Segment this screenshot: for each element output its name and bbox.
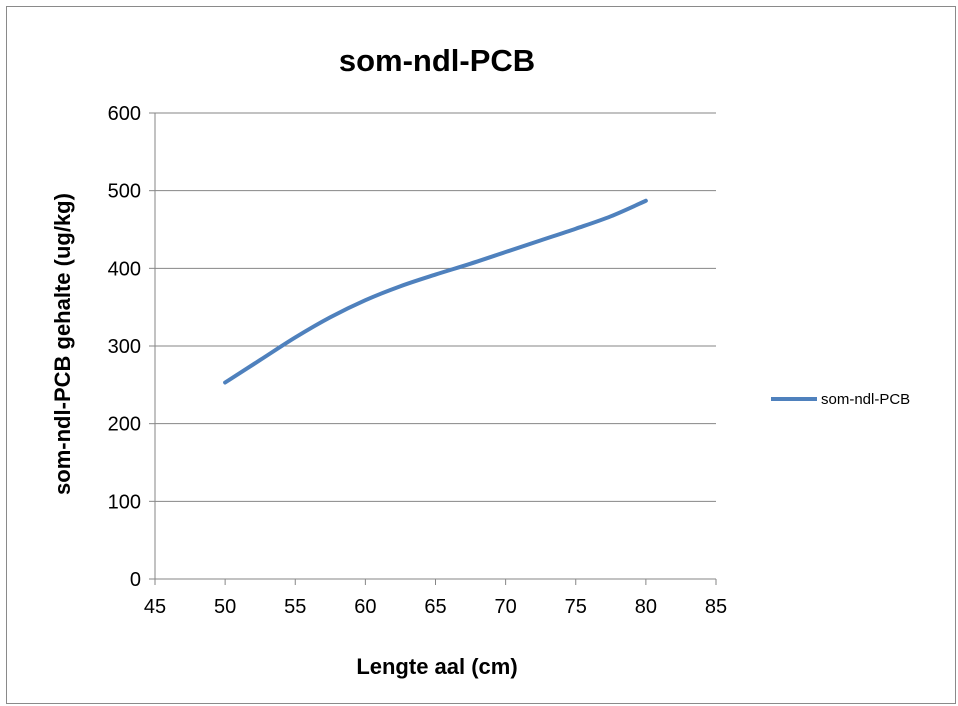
y-tick-label: 400 — [108, 258, 141, 280]
gridlines — [155, 112, 716, 502]
y-tick-label: 200 — [108, 414, 141, 436]
chart-title: som-ndl-PCB — [339, 43, 535, 78]
tick-labels: 0 100 200 300 400 500 600 45 50 55 60 65 70 75 80 85 — [108, 103, 728, 618]
x-tick-label: 60 — [354, 596, 376, 618]
x-tick-label: 70 — [495, 596, 517, 618]
y-tick-label: 500 — [108, 181, 141, 203]
series-lines — [223, 198, 648, 385]
x-tick-label: 85 — [705, 596, 727, 618]
x-tick-label: 45 — [144, 596, 166, 618]
y-tick-label: 0 — [130, 569, 141, 591]
legend-label: som-ndl-PCB — [821, 391, 910, 408]
x-tick-label: 80 — [635, 596, 657, 618]
y-tick-label: 600 — [108, 103, 141, 125]
chart-area: som-ndl-PCB 0 100 200 300 400 500 600 45 50 55 60 6… — [6, 6, 956, 704]
x-tick-label: 65 — [424, 596, 446, 618]
y-tick-label: 100 — [108, 491, 141, 513]
legend: som-ndl-PCB — [771, 391, 910, 408]
x-tick-label: 55 — [284, 596, 306, 618]
x-axis-title: Lengte aal (cm) — [356, 654, 517, 679]
series-line — [223, 198, 648, 385]
x-tick-label: 75 — [565, 596, 587, 618]
axes — [149, 112, 717, 585]
y-tick-label: 300 — [108, 336, 141, 358]
y-axis-title: som-ndl-PCB gehalte (ug/kg) — [50, 193, 75, 495]
line-chart: som-ndl-PCB 0 100 200 300 400 500 600 45 50 55 60 6… — [50, 43, 910, 679]
x-tick-label: 50 — [214, 596, 236, 618]
